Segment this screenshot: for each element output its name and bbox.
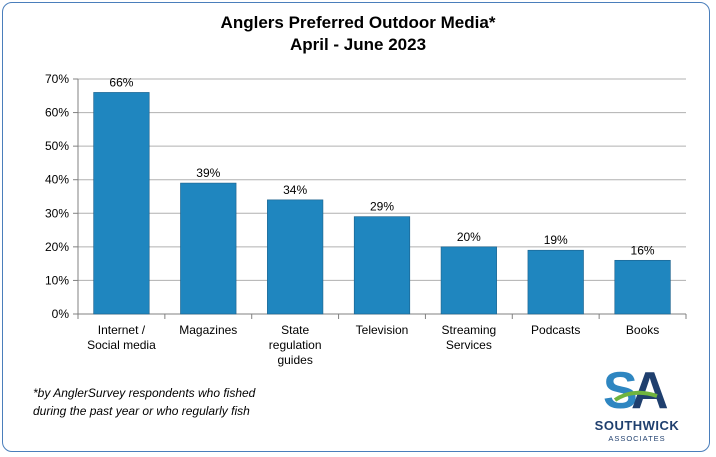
brand-name: SOUTHWICK (594, 418, 680, 433)
chart-subtitle: April - June 2023 (289, 35, 427, 54)
svg-text:S: S (603, 362, 638, 420)
x-tick-label: Podcasts (531, 323, 580, 337)
x-tick-label: Television (356, 323, 409, 337)
x-tick-label: Internet / Social media (87, 323, 156, 352)
bar (180, 182, 237, 315)
footnote-line-1: *by AnglerSurvey respondents who fished (33, 386, 256, 400)
bar (440, 246, 497, 315)
x-tick-label-line: Internet / (98, 323, 146, 337)
y-tick-label: 60% (45, 106, 69, 120)
data-label: 29% (370, 200, 394, 214)
bar (614, 259, 671, 315)
x-tick-label-line: Streaming (442, 323, 497, 337)
x-tick-label-line: Books (626, 323, 659, 337)
data-label: 39% (196, 166, 220, 180)
x-tick-label-line: Podcasts (531, 323, 580, 337)
footnote: *by AnglerSurvey respondents who fished … (33, 384, 333, 420)
bar (353, 216, 411, 315)
y-tick-label: 40% (45, 173, 69, 187)
data-label: 19% (544, 233, 568, 247)
x-tick-label-line: Services (446, 338, 492, 352)
x-tick-label: Magazines (179, 323, 237, 337)
data-label: 34% (283, 183, 307, 197)
bar (93, 92, 150, 315)
x-tick-label: State regulation guides (269, 323, 322, 367)
y-tick-label: 50% (45, 139, 69, 153)
x-tick-label-line: Social media (87, 338, 156, 352)
x-tick-label-line: Television (356, 323, 409, 337)
y-tick-label: 10% (45, 273, 69, 287)
x-tick-label-line: guides (277, 353, 312, 367)
bar (267, 199, 324, 315)
x-tick-label-line: Magazines (179, 323, 237, 337)
chart-title: Anglers Preferred Outdoor Media* (220, 13, 496, 32)
y-tick-label: 70% (45, 72, 69, 86)
y-tick-label: 30% (45, 206, 69, 220)
x-tick-label: Streaming Services (442, 323, 497, 352)
data-label: 66% (109, 75, 133, 89)
southwick-logo-icon: S A (603, 362, 669, 420)
bar (527, 249, 584, 315)
y-tick-label: 0% (52, 307, 70, 321)
data-label: 20% (457, 230, 481, 244)
x-tick-label: Books (626, 323, 659, 337)
x-tick-label-line: State (281, 323, 309, 337)
y-tick-label: 20% (45, 240, 69, 254)
brand-subtitle: ASSOCIATES (608, 434, 666, 443)
x-tick-label-line: regulation (269, 338, 322, 352)
footnote-line-2: during the past year or who regularly fi… (33, 404, 250, 418)
data-label: 16% (631, 243, 655, 257)
